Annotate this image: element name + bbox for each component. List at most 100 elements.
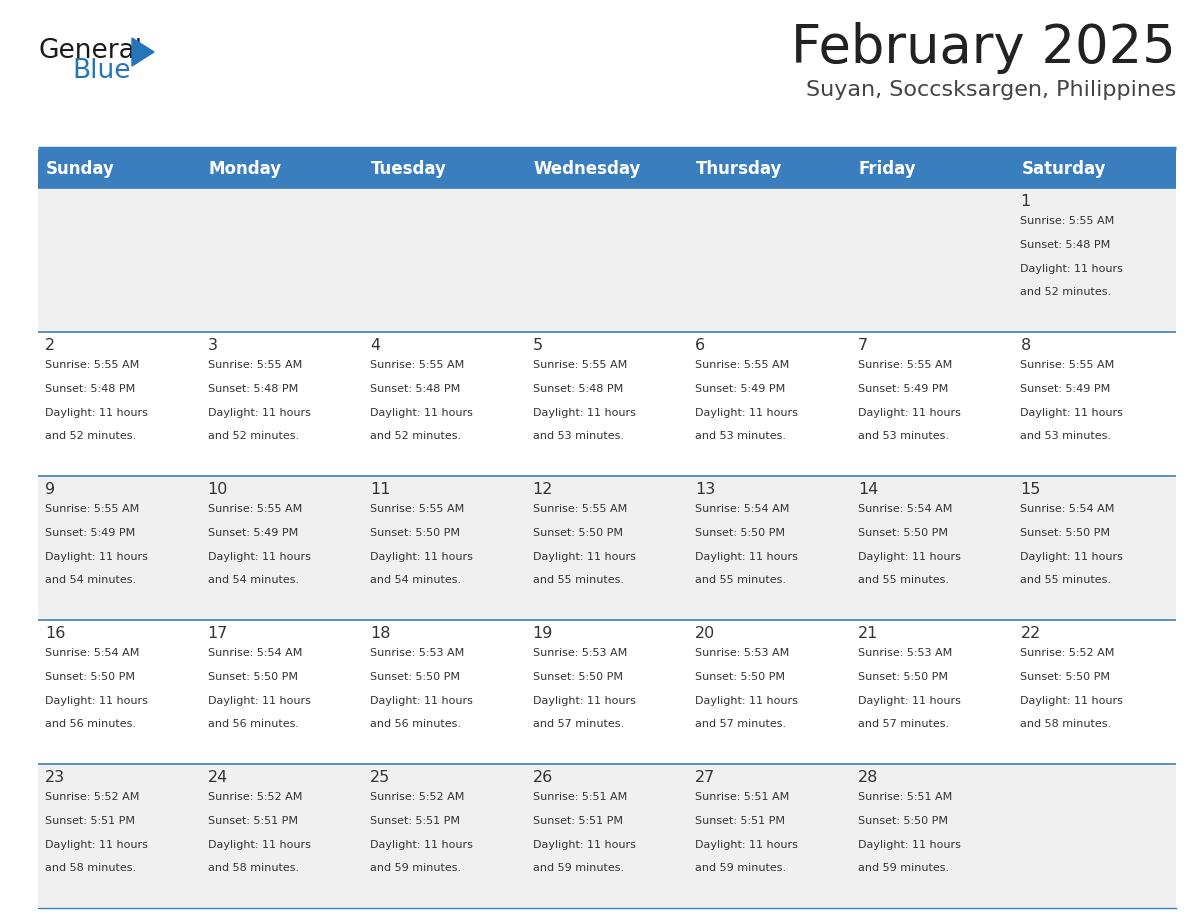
Text: Sunset: 5:50 PM: Sunset: 5:50 PM <box>371 528 460 538</box>
Text: and 53 minutes.: and 53 minutes. <box>858 431 949 442</box>
Text: Sunset: 5:50 PM: Sunset: 5:50 PM <box>858 816 948 826</box>
Text: and 54 minutes.: and 54 minutes. <box>208 576 298 586</box>
Text: Sunrise: 5:55 AM: Sunrise: 5:55 AM <box>371 360 465 370</box>
Text: Daylight: 11 hours: Daylight: 11 hours <box>45 840 147 849</box>
Text: 3: 3 <box>208 338 217 353</box>
Text: Sunset: 5:49 PM: Sunset: 5:49 PM <box>208 528 298 538</box>
Bar <box>38 332 1176 476</box>
Bar <box>38 620 1176 764</box>
Text: 7: 7 <box>858 338 868 353</box>
Text: 6: 6 <box>695 338 706 353</box>
Bar <box>38 150 1176 188</box>
Text: Blue: Blue <box>72 58 131 84</box>
Text: and 54 minutes.: and 54 minutes. <box>371 576 461 586</box>
Text: Daylight: 11 hours: Daylight: 11 hours <box>532 840 636 849</box>
Text: Suyan, Soccsksargen, Philippines: Suyan, Soccsksargen, Philippines <box>805 80 1176 100</box>
Text: Daylight: 11 hours: Daylight: 11 hours <box>532 696 636 706</box>
Text: 20: 20 <box>695 626 715 641</box>
Polygon shape <box>132 38 154 66</box>
Text: Daylight: 11 hours: Daylight: 11 hours <box>371 552 473 562</box>
Text: Sunset: 5:49 PM: Sunset: 5:49 PM <box>695 384 785 394</box>
Text: 11: 11 <box>371 482 391 497</box>
Text: Daylight: 11 hours: Daylight: 11 hours <box>1020 263 1124 274</box>
Text: 26: 26 <box>532 770 552 785</box>
Text: Sunrise: 5:55 AM: Sunrise: 5:55 AM <box>45 360 139 370</box>
Text: Sunset: 5:48 PM: Sunset: 5:48 PM <box>45 384 135 394</box>
Text: Daylight: 11 hours: Daylight: 11 hours <box>858 408 961 418</box>
Text: 17: 17 <box>208 626 228 641</box>
Text: Daylight: 11 hours: Daylight: 11 hours <box>695 840 798 849</box>
Text: 2: 2 <box>45 338 55 353</box>
Text: 8: 8 <box>1020 338 1031 353</box>
Text: Sunrise: 5:53 AM: Sunrise: 5:53 AM <box>695 648 790 658</box>
Text: and 55 minutes.: and 55 minutes. <box>1020 576 1112 586</box>
Text: and 57 minutes.: and 57 minutes. <box>695 720 786 729</box>
Text: Sunset: 5:50 PM: Sunset: 5:50 PM <box>858 672 948 682</box>
Text: Daylight: 11 hours: Daylight: 11 hours <box>45 552 147 562</box>
Text: 28: 28 <box>858 770 878 785</box>
Text: Sunrise: 5:52 AM: Sunrise: 5:52 AM <box>1020 648 1114 658</box>
Text: Daylight: 11 hours: Daylight: 11 hours <box>858 696 961 706</box>
Text: Daylight: 11 hours: Daylight: 11 hours <box>45 696 147 706</box>
Text: Sunset: 5:48 PM: Sunset: 5:48 PM <box>1020 240 1111 250</box>
Text: and 52 minutes.: and 52 minutes. <box>1020 287 1112 297</box>
Text: Daylight: 11 hours: Daylight: 11 hours <box>695 408 798 418</box>
Text: Sunrise: 5:54 AM: Sunrise: 5:54 AM <box>1020 504 1114 514</box>
Text: Thursday: Thursday <box>696 160 783 178</box>
Text: Sunset: 5:50 PM: Sunset: 5:50 PM <box>532 672 623 682</box>
Text: Sunrise: 5:53 AM: Sunrise: 5:53 AM <box>532 648 627 658</box>
Text: Sunrise: 5:55 AM: Sunrise: 5:55 AM <box>1020 360 1114 370</box>
Text: Sunset: 5:48 PM: Sunset: 5:48 PM <box>208 384 298 394</box>
Text: 10: 10 <box>208 482 228 497</box>
Text: Sunset: 5:51 PM: Sunset: 5:51 PM <box>208 816 297 826</box>
Text: Sunset: 5:51 PM: Sunset: 5:51 PM <box>45 816 135 826</box>
Text: Sunrise: 5:54 AM: Sunrise: 5:54 AM <box>695 504 790 514</box>
Text: Daylight: 11 hours: Daylight: 11 hours <box>1020 696 1124 706</box>
Text: Daylight: 11 hours: Daylight: 11 hours <box>695 696 798 706</box>
Text: Sunset: 5:50 PM: Sunset: 5:50 PM <box>695 672 785 682</box>
Text: and 56 minutes.: and 56 minutes. <box>208 720 298 729</box>
Text: Tuesday: Tuesday <box>371 160 447 178</box>
Text: Sunrise: 5:55 AM: Sunrise: 5:55 AM <box>208 360 302 370</box>
Text: 5: 5 <box>532 338 543 353</box>
Text: and 58 minutes.: and 58 minutes. <box>1020 720 1112 729</box>
Text: and 52 minutes.: and 52 minutes. <box>45 431 137 442</box>
Text: 24: 24 <box>208 770 228 785</box>
Text: Sunrise: 5:54 AM: Sunrise: 5:54 AM <box>858 504 953 514</box>
Text: 21: 21 <box>858 626 878 641</box>
Text: 18: 18 <box>371 626 391 641</box>
Text: and 59 minutes.: and 59 minutes. <box>371 863 461 873</box>
Text: Daylight: 11 hours: Daylight: 11 hours <box>371 408 473 418</box>
Text: Daylight: 11 hours: Daylight: 11 hours <box>208 408 310 418</box>
Text: Sunrise: 5:51 AM: Sunrise: 5:51 AM <box>695 792 790 802</box>
Text: and 53 minutes.: and 53 minutes. <box>1020 431 1112 442</box>
Text: Sunset: 5:50 PM: Sunset: 5:50 PM <box>1020 672 1111 682</box>
Text: and 55 minutes.: and 55 minutes. <box>695 576 786 586</box>
Bar <box>38 188 1176 332</box>
Text: 12: 12 <box>532 482 554 497</box>
Text: Daylight: 11 hours: Daylight: 11 hours <box>371 840 473 849</box>
Text: Sunset: 5:50 PM: Sunset: 5:50 PM <box>45 672 135 682</box>
Text: Sunset: 5:50 PM: Sunset: 5:50 PM <box>695 528 785 538</box>
Text: Sunset: 5:49 PM: Sunset: 5:49 PM <box>858 384 948 394</box>
Text: Sunrise: 5:55 AM: Sunrise: 5:55 AM <box>532 360 627 370</box>
Text: and 53 minutes.: and 53 minutes. <box>532 431 624 442</box>
Text: and 56 minutes.: and 56 minutes. <box>45 720 135 729</box>
Text: Sunrise: 5:51 AM: Sunrise: 5:51 AM <box>532 792 627 802</box>
Text: and 58 minutes.: and 58 minutes. <box>208 863 298 873</box>
Text: Sunset: 5:50 PM: Sunset: 5:50 PM <box>208 672 297 682</box>
Text: Sunset: 5:48 PM: Sunset: 5:48 PM <box>532 384 623 394</box>
Text: Sunset: 5:50 PM: Sunset: 5:50 PM <box>858 528 948 538</box>
Text: and 55 minutes.: and 55 minutes. <box>858 576 949 586</box>
Text: Sunrise: 5:55 AM: Sunrise: 5:55 AM <box>371 504 465 514</box>
Text: Daylight: 11 hours: Daylight: 11 hours <box>1020 552 1124 562</box>
Text: Wednesday: Wednesday <box>533 160 642 178</box>
Text: 1: 1 <box>1020 194 1031 209</box>
Text: Sunrise: 5:52 AM: Sunrise: 5:52 AM <box>371 792 465 802</box>
Text: Sunset: 5:49 PM: Sunset: 5:49 PM <box>45 528 135 538</box>
Text: Daylight: 11 hours: Daylight: 11 hours <box>695 552 798 562</box>
Text: Daylight: 11 hours: Daylight: 11 hours <box>858 840 961 849</box>
Text: and 55 minutes.: and 55 minutes. <box>532 576 624 586</box>
Bar <box>38 764 1176 908</box>
Text: 22: 22 <box>1020 626 1041 641</box>
